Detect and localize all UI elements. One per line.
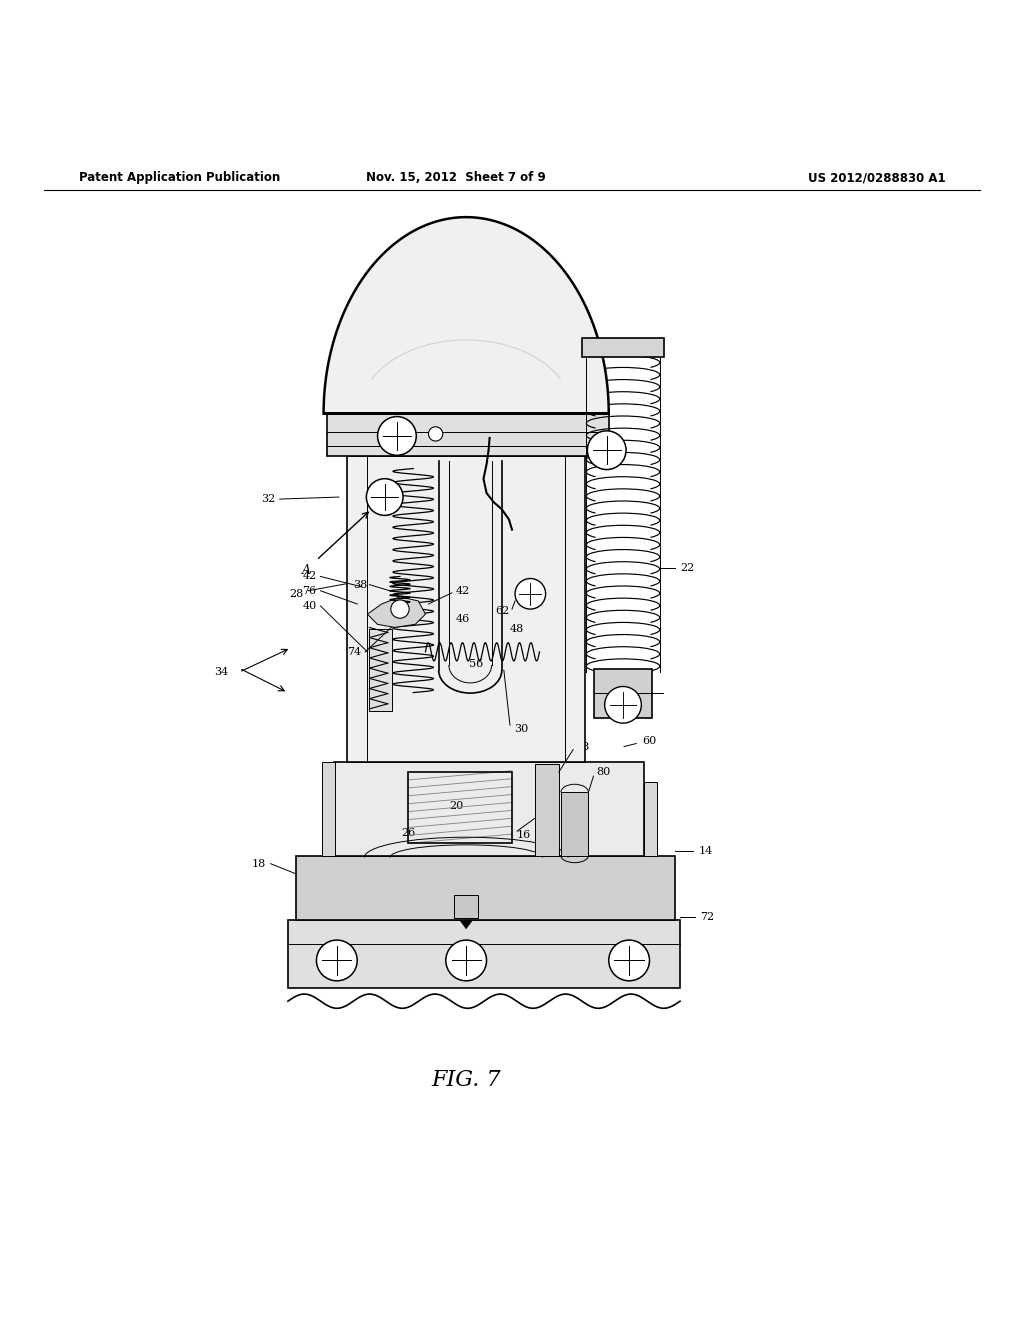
Text: FIG. 7: FIG. 7 [431, 1069, 501, 1090]
Bar [347, 457, 586, 762]
Circle shape [316, 940, 357, 981]
Bar [595, 669, 651, 718]
Text: 48: 48 [510, 624, 524, 635]
Text: US 2012/0288830 A1: US 2012/0288830 A1 [808, 172, 945, 185]
Polygon shape [368, 597, 425, 627]
Circle shape [608, 940, 649, 981]
Text: 34: 34 [215, 667, 229, 677]
Circle shape [391, 599, 410, 618]
Text: 58: 58 [575, 742, 590, 751]
Bar [536, 764, 559, 855]
Bar [322, 762, 335, 855]
Text: 42: 42 [302, 572, 316, 582]
Bar [370, 630, 392, 711]
Text: 26: 26 [401, 828, 416, 838]
Text: 40: 40 [302, 601, 316, 611]
Bar [327, 413, 608, 457]
Text: A: A [302, 564, 310, 577]
Circle shape [605, 686, 641, 723]
Text: 20: 20 [449, 801, 463, 810]
Polygon shape [460, 921, 472, 929]
Text: 60: 60 [642, 737, 656, 747]
Polygon shape [324, 218, 608, 413]
Bar [288, 920, 680, 987]
Text: 32: 32 [261, 494, 275, 504]
Text: Nov. 15, 2012  Sheet 7 of 9: Nov. 15, 2012 Sheet 7 of 9 [367, 172, 546, 185]
Text: 30: 30 [514, 725, 528, 734]
Text: 76: 76 [302, 586, 316, 595]
Circle shape [367, 479, 403, 515]
Text: 46: 46 [456, 614, 470, 624]
Circle shape [588, 430, 626, 470]
Text: Patent Application Publication: Patent Application Publication [79, 172, 281, 185]
Circle shape [445, 940, 486, 981]
Bar [561, 792, 589, 855]
Text: 56: 56 [469, 659, 483, 669]
Bar [296, 855, 675, 920]
Text: 42: 42 [456, 586, 470, 595]
Circle shape [428, 426, 442, 441]
Bar [583, 338, 664, 356]
Bar [454, 895, 478, 917]
Bar [334, 762, 644, 855]
Text: 22: 22 [680, 564, 694, 573]
Text: 72: 72 [700, 912, 715, 921]
Bar [644, 783, 656, 855]
Text: 28: 28 [289, 589, 303, 599]
Text: 74: 74 [347, 647, 361, 657]
Text: 14: 14 [698, 846, 713, 857]
Circle shape [515, 578, 546, 609]
Text: 62: 62 [496, 606, 510, 616]
Text: 80: 80 [597, 767, 610, 777]
Circle shape [378, 417, 417, 455]
Text: 16: 16 [517, 830, 531, 840]
Text: 18: 18 [251, 859, 265, 869]
Bar [409, 772, 512, 843]
Text: 38: 38 [353, 579, 368, 590]
